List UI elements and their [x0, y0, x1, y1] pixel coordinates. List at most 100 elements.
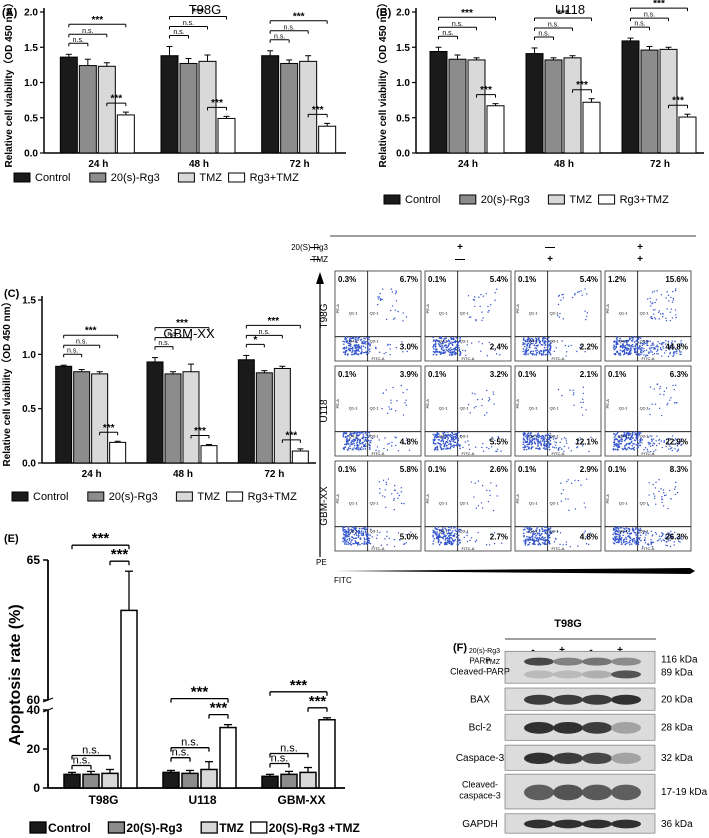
event-dot — [541, 530, 544, 533]
event-dot — [466, 540, 469, 543]
event-dot — [540, 352, 543, 355]
event-dot — [400, 384, 403, 387]
event-dot — [365, 434, 368, 436]
event-dot — [400, 502, 403, 505]
event-dot — [543, 440, 546, 443]
event-dot — [560, 492, 563, 495]
sig-label: n.s. — [452, 21, 463, 28]
event-dot — [496, 495, 498, 497]
event-dot — [481, 404, 483, 407]
event-dot — [667, 437, 670, 440]
event-dot — [361, 442, 364, 444]
event-dot — [546, 351, 549, 354]
event-dot — [463, 536, 466, 539]
event-dot — [532, 539, 535, 542]
event-dot — [342, 540, 344, 543]
event-dot — [347, 440, 349, 443]
event-dot — [669, 346, 672, 348]
event-dot — [670, 535, 673, 537]
event-dot — [625, 529, 628, 532]
event-dot — [393, 499, 395, 502]
event-dot — [645, 534, 647, 536]
event-dot — [522, 529, 525, 531]
event-dot — [679, 541, 681, 543]
band-label: Cleaved- — [462, 779, 498, 789]
event-dot — [618, 534, 621, 536]
event-dot — [642, 545, 644, 548]
event-dot — [394, 309, 396, 311]
event-dot — [615, 528, 617, 531]
event-dot — [653, 495, 656, 497]
event-dot — [528, 536, 530, 538]
event-dot — [652, 541, 655, 543]
event-dot — [470, 537, 473, 539]
event-dot — [570, 482, 573, 485]
event-dot — [439, 442, 441, 445]
event-dot — [613, 440, 616, 442]
event-dot — [459, 435, 462, 437]
y-tick-label: 0.5 — [396, 113, 410, 124]
quadrant-q1: 0.3% — [338, 275, 356, 284]
event-dot — [449, 529, 452, 532]
event-dot — [345, 341, 348, 344]
event-dot — [646, 298, 649, 300]
event-dot — [537, 447, 540, 450]
event-dot — [570, 450, 573, 452]
gate-label: Q1-1 — [619, 406, 629, 411]
event-dot — [626, 448, 628, 450]
event-dot — [345, 530, 348, 532]
event-dot — [661, 343, 664, 345]
event-dot — [565, 438, 567, 440]
legend-swatch — [89, 172, 107, 183]
event-dot — [549, 353, 552, 356]
event-dot — [445, 337, 447, 339]
gate-label: Q3-1 — [640, 529, 650, 534]
event-dot — [344, 351, 347, 354]
event-dot — [365, 543, 368, 545]
event-dot — [660, 440, 663, 442]
event-dot — [581, 445, 584, 447]
event-dot — [636, 443, 639, 445]
event-dot — [438, 543, 441, 546]
event-dot — [550, 531, 552, 533]
y-tick-label: 1.0 — [24, 78, 38, 89]
event-dot — [534, 532, 537, 535]
gate-label: Q1-1 — [529, 501, 539, 506]
event-dot — [364, 436, 367, 439]
event-dot — [635, 336, 637, 339]
event-dot — [446, 436, 449, 438]
event-dot — [667, 442, 670, 445]
event-dot — [542, 336, 545, 339]
event-dot — [348, 340, 351, 343]
mini-axis-label: FITC-A — [372, 356, 385, 361]
event-dot — [342, 537, 344, 540]
event-dot — [386, 531, 388, 533]
event-dot — [471, 392, 474, 394]
event-dot — [631, 431, 634, 434]
event-dot — [588, 543, 590, 546]
event-dot — [365, 340, 367, 343]
event-dot — [655, 346, 657, 348]
event-dot — [546, 447, 549, 449]
event-dot — [361, 437, 363, 440]
event-dot — [647, 450, 649, 452]
event-dot — [534, 342, 537, 345]
y-axis-label: Relative cell viability（OD 450 nm） — [2, 0, 15, 168]
event-dot — [395, 291, 397, 293]
event-dot — [347, 344, 350, 347]
event-dot — [634, 542, 636, 544]
mini-axis-label: FITC-A — [372, 451, 385, 456]
band-label: PARP — [469, 656, 490, 665]
event-dot — [440, 542, 442, 544]
event-dot — [523, 337, 525, 339]
event-dot — [355, 348, 358, 351]
mini-axis-label: PE-A — [425, 494, 430, 504]
event-dot — [489, 304, 492, 306]
quadrant-q2: 5.4% — [580, 275, 598, 284]
event-dot — [366, 533, 368, 535]
event-dot — [670, 308, 673, 310]
event-dot — [377, 298, 379, 300]
event-dot — [675, 351, 677, 353]
gate-label: Q3-1 — [460, 339, 470, 344]
event-dot — [468, 444, 470, 446]
